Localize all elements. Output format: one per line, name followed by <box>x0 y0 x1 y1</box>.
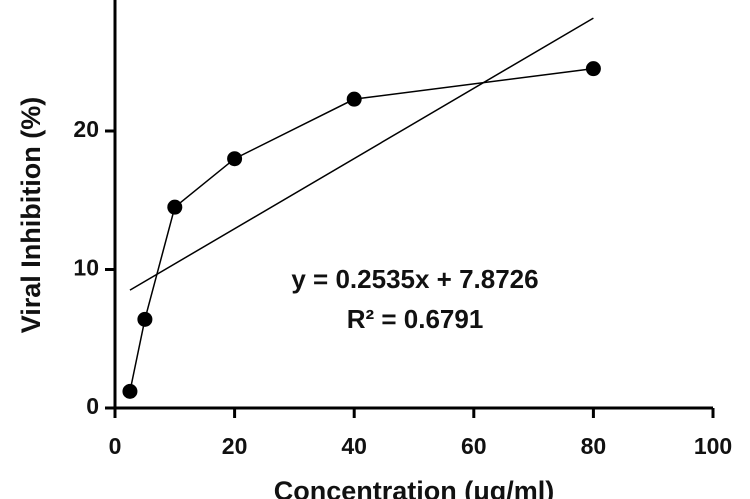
x-tick-label: 0 <box>109 433 122 459</box>
data-point <box>167 199 183 215</box>
data-point <box>137 311 153 327</box>
equation: y = 0.2535x + 7.8726 <box>291 264 538 294</box>
data-line <box>129 67 594 392</box>
data-point <box>585 61 601 77</box>
x-tick-label: 100 <box>694 433 732 459</box>
y-tick-label: 10 <box>73 255 99 281</box>
x-tick-label: 40 <box>341 433 367 459</box>
x-axis-label: Concentration (μg/ml) <box>274 476 555 499</box>
data-point <box>122 383 138 399</box>
y-tick-label: 0 <box>86 393 99 419</box>
y-axis-label: Viral Inhibition (%) <box>16 97 46 334</box>
y-tick-label: 30 <box>73 0 99 4</box>
y-tick-label: 20 <box>73 116 99 142</box>
x-tick-label: 60 <box>461 433 487 459</box>
x-tick-label: 80 <box>581 433 607 459</box>
data-point <box>227 151 243 167</box>
x-tick-label: 20 <box>222 433 248 459</box>
r-squared: R² = 0.6791 <box>347 304 484 334</box>
data-point <box>346 91 362 107</box>
trend-line <box>129 17 594 291</box>
